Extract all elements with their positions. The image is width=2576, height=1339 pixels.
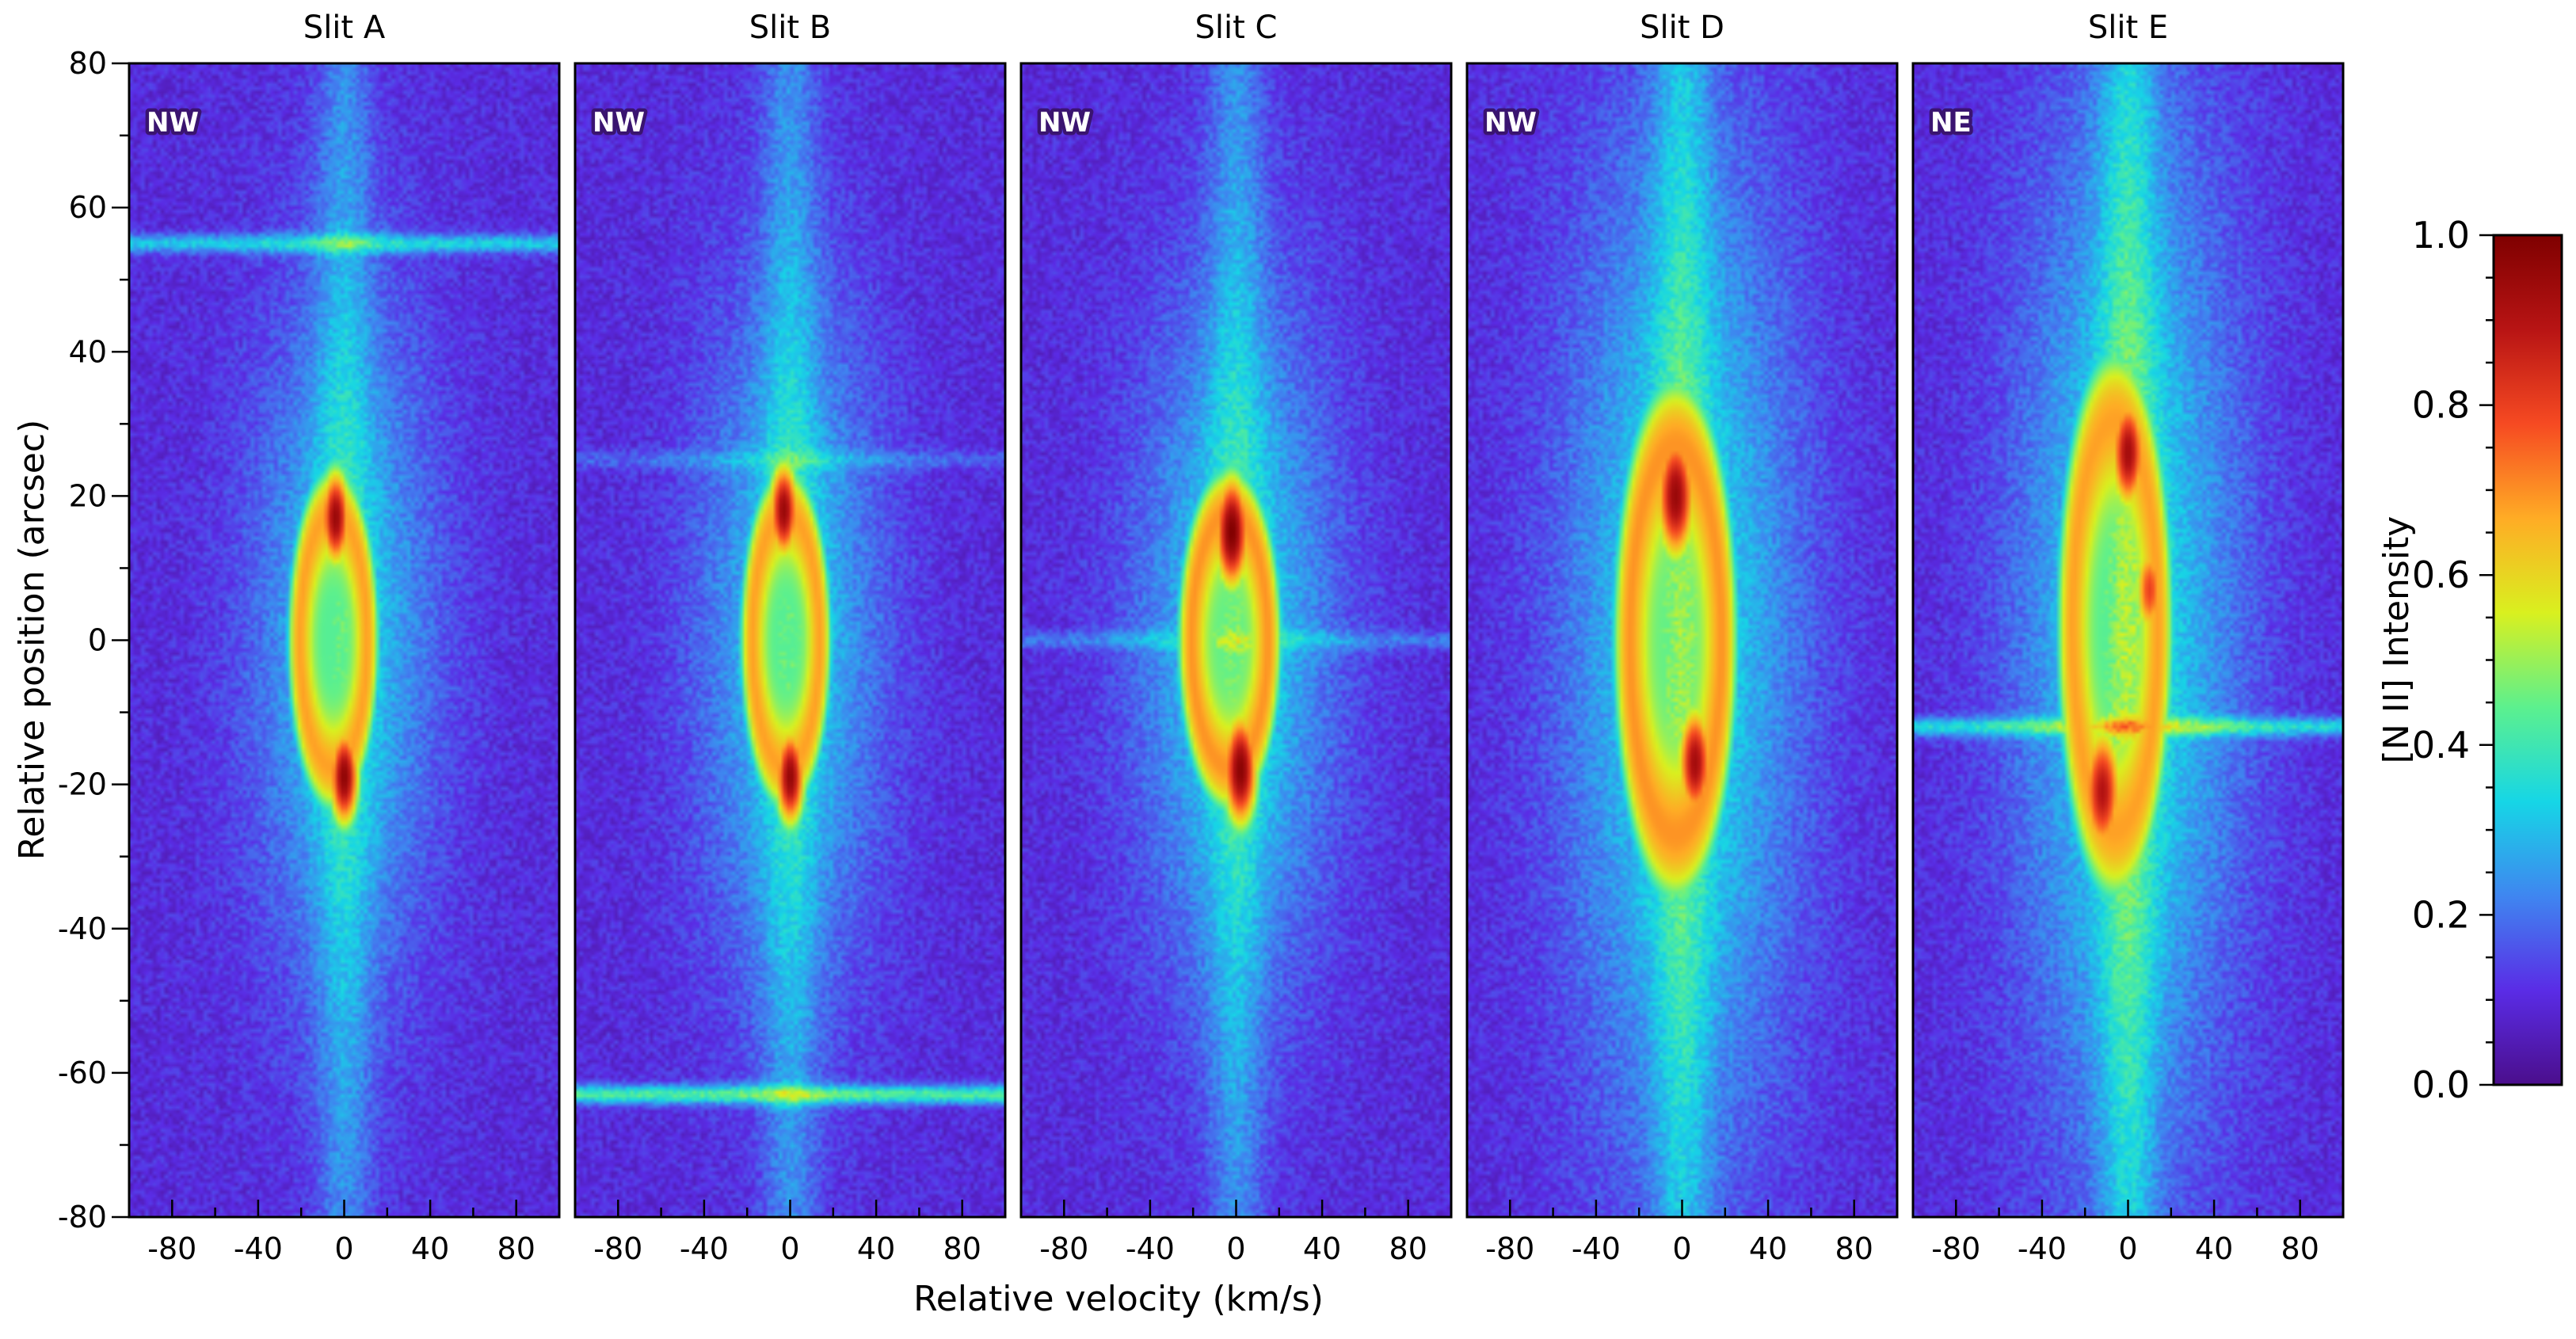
x-tick-label: 0 bbox=[334, 1231, 353, 1266]
orientation-tag-outline: NW bbox=[1038, 107, 1091, 139]
x-axis-label: Relative velocity (km/s) bbox=[913, 1279, 1324, 1319]
heatmap-image bbox=[575, 63, 1005, 1217]
colorbar-tick-label: 0.6 bbox=[2412, 553, 2470, 596]
x-tick-label: 80 bbox=[943, 1231, 981, 1266]
heatmap-image bbox=[129, 63, 559, 1217]
orientation-tag-label: NE bbox=[1930, 107, 1972, 139]
colorbar-label: [N II] Intensity bbox=[2376, 516, 2417, 764]
x-tick-label: -80 bbox=[1931, 1231, 1980, 1266]
x-tick-label: -40 bbox=[2018, 1231, 2067, 1266]
x-tick-label: -80 bbox=[593, 1231, 642, 1266]
heatmap-image bbox=[1467, 63, 1897, 1217]
orientation-tag-label: NW bbox=[1484, 107, 1537, 139]
x-tick-label: 40 bbox=[2195, 1231, 2233, 1266]
y-tick-label: 40 bbox=[69, 334, 107, 369]
orientation-tag-outline: NW bbox=[147, 107, 199, 139]
y-tick-label: -20 bbox=[58, 767, 107, 802]
y-tick-label: 60 bbox=[69, 190, 107, 225]
x-tick-label: 0 bbox=[1226, 1231, 1245, 1266]
colorbar-gradient bbox=[2492, 234, 2563, 1086]
orientation-tag-outline: NW bbox=[593, 107, 645, 139]
y-tick-label: 0 bbox=[88, 623, 107, 658]
x-tick-label: -40 bbox=[234, 1231, 283, 1266]
x-tick-label: 80 bbox=[2281, 1231, 2319, 1266]
x-tick-label: 80 bbox=[1389, 1231, 1427, 1266]
panel-title: Slit E bbox=[2088, 10, 2168, 46]
x-tick-label: -40 bbox=[1572, 1231, 1621, 1266]
orientation-tag-label: NW bbox=[593, 107, 645, 139]
x-tick-label: 80 bbox=[1835, 1231, 1873, 1266]
colorbar-tick-label: 0.2 bbox=[2412, 893, 2470, 936]
colorbar-tick-label: 1.0 bbox=[2412, 214, 2470, 257]
x-tick-label: 40 bbox=[411, 1231, 449, 1266]
x-tick-label: 0 bbox=[2118, 1231, 2137, 1266]
x-tick-label: 40 bbox=[1749, 1231, 1787, 1266]
orientation-tag-outline: NW bbox=[1484, 107, 1537, 139]
y-tick-label: -60 bbox=[58, 1056, 107, 1090]
orientation-tag-label: NW bbox=[147, 107, 199, 139]
y-tick-label: 80 bbox=[69, 46, 107, 81]
x-tick-label: 0 bbox=[1672, 1231, 1691, 1266]
y-axis: -80 -60 -40 -20 0 20 40 60 80 bbox=[58, 46, 129, 1234]
y-tick-label: 20 bbox=[69, 478, 107, 513]
x-tick-label: 40 bbox=[1303, 1231, 1341, 1266]
y-tick-label: -80 bbox=[58, 1200, 107, 1234]
y-tick-label: -40 bbox=[58, 911, 107, 946]
panel-title: Slit B bbox=[749, 10, 831, 46]
heatmap-image bbox=[1021, 63, 1451, 1217]
panel-title: Slit D bbox=[1640, 10, 1724, 46]
x-tick-label: 80 bbox=[497, 1231, 535, 1266]
panel-title: Slit A bbox=[303, 10, 386, 46]
y-axis-label: Relative position (arcsec) bbox=[12, 420, 52, 861]
panel-title: Slit C bbox=[1195, 10, 1278, 46]
x-tick-label: -80 bbox=[1485, 1231, 1534, 1266]
colorbar-tick-label: 0.8 bbox=[2412, 384, 2470, 427]
x-tick-label: -40 bbox=[680, 1231, 729, 1266]
orientation-tag-label: NW bbox=[1038, 107, 1091, 139]
colorbar: [N II] Intensity 0.0 0.2 0.4 0.6 0.8 1.0 bbox=[2376, 214, 2563, 1106]
x-tick-label: -40 bbox=[1126, 1231, 1175, 1266]
orientation-tag-outline: NE bbox=[1930, 107, 1972, 139]
colorbar-tick-label: 0.4 bbox=[2412, 724, 2470, 767]
x-tick-label: -80 bbox=[1039, 1231, 1088, 1266]
heatmap-image bbox=[1913, 63, 2343, 1217]
x-tick-label: 0 bbox=[780, 1231, 799, 1266]
x-tick-label: 40 bbox=[857, 1231, 895, 1266]
colorbar-tick-label: 0.0 bbox=[2412, 1063, 2470, 1106]
x-tick-label: -80 bbox=[147, 1231, 196, 1266]
